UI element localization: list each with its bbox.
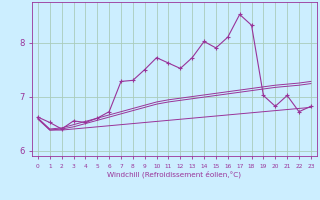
X-axis label: Windchill (Refroidissement éolien,°C): Windchill (Refroidissement éolien,°C) bbox=[108, 170, 241, 178]
